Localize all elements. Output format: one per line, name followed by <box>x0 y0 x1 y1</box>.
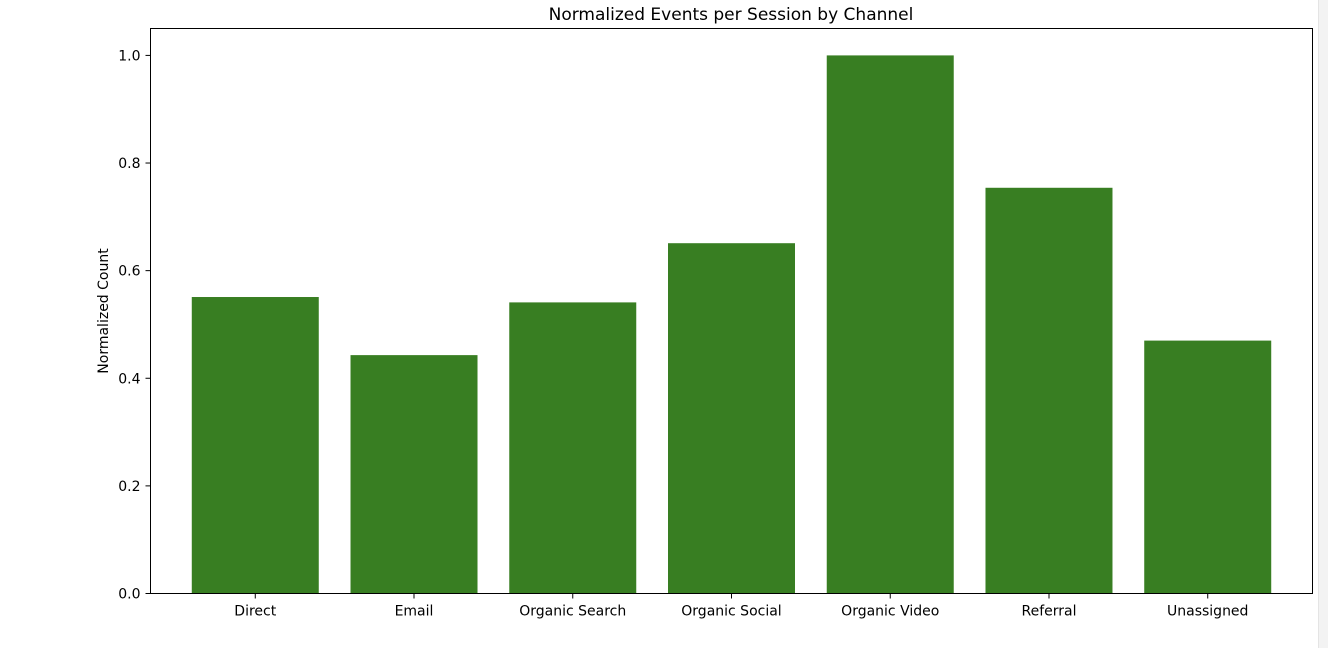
bar-email <box>350 355 478 594</box>
x-tick-label: Organic Search <box>519 604 626 620</box>
y-tick-label: 0.4 <box>118 371 140 387</box>
x-tick-label: Email <box>395 604 434 620</box>
bar-direct <box>191 297 319 594</box>
bar-organic-search <box>509 302 637 594</box>
y-tick-label: 0.8 <box>118 156 140 172</box>
y-axis-title: Normalized Count <box>96 248 112 374</box>
chart-title: Normalized Events per Session by Channel <box>549 5 914 25</box>
y-tick-label: 1.0 <box>118 48 140 64</box>
plot-frame <box>150 28 1313 594</box>
y-tick-label: 0.2 <box>118 479 140 495</box>
bars-layer <box>191 55 1272 594</box>
y-tick-label: 0.0 <box>118 587 140 603</box>
scrollbar-strip <box>1318 0 1328 648</box>
x-axis: Direct Email Organic Search Organic Social O… <box>234 593 1248 620</box>
bar-referral <box>985 187 1113 594</box>
y-tick-label: 0.6 <box>118 264 140 280</box>
bar-organic-social <box>668 243 795 594</box>
x-tick-label: Organic Video <box>841 604 939 620</box>
x-tick-label: Referral <box>1021 604 1076 620</box>
bar-organic-video <box>826 55 954 594</box>
y-axis: 0.0 0.2 0.4 0.6 0.8 1.0 <box>118 48 151 603</box>
bar-unassigned <box>1144 340 1272 594</box>
x-tick-label: Organic Social <box>681 604 781 620</box>
x-tick-label: Unassigned <box>1167 604 1248 620</box>
x-tick-label: Direct <box>234 604 276 620</box>
